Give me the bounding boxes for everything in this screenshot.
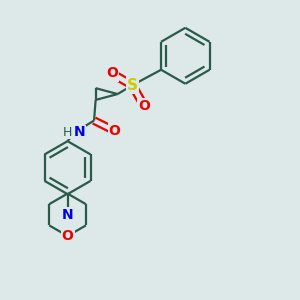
Text: N: N	[74, 125, 85, 139]
Text: O: O	[138, 99, 150, 113]
Text: N: N	[62, 208, 74, 222]
Text: O: O	[109, 124, 121, 138]
Text: O: O	[106, 66, 118, 80]
Text: S: S	[127, 78, 138, 93]
Text: O: O	[61, 229, 74, 243]
Text: H: H	[63, 126, 72, 139]
